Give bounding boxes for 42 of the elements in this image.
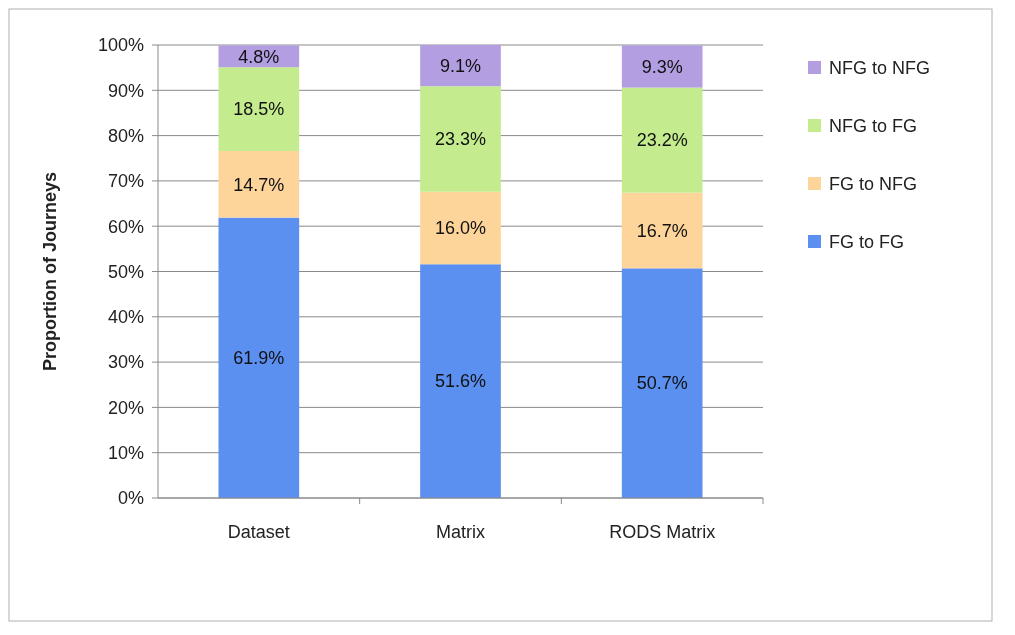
y-tick-label: 60% (107, 216, 144, 237)
legend-label: FG to FG (829, 232, 905, 253)
legend-label: NFG to FG (829, 116, 918, 137)
y-axis-title: Proportion of Journeys (40, 171, 60, 372)
bar (621, 45, 703, 88)
bar (420, 86, 501, 192)
y-tick-label: 10% (107, 443, 144, 463)
data-label: 9.1% (439, 55, 482, 76)
data-label: 9.3% (641, 56, 683, 77)
y-tick-label: 80% (107, 125, 144, 146)
bar (218, 217, 300, 498)
y-tick-label: 30% (107, 352, 144, 373)
x-tick-label: Dataset (227, 522, 290, 542)
data-label: 50.7% (636, 373, 688, 394)
data-label: 23.2% (636, 130, 688, 151)
bar (420, 264, 501, 498)
bar (621, 87, 703, 193)
y-tick-label: 0% (117, 488, 144, 509)
bar (420, 45, 501, 87)
data-label: 16.0% (434, 218, 487, 239)
bar (218, 67, 300, 151)
y-tick-label: 70% (107, 171, 144, 192)
data-label: 61.9% (233, 348, 285, 369)
bar (621, 192, 703, 269)
data-label: 18.5% (233, 99, 285, 120)
data-label: 51.6% (434, 371, 487, 392)
legend-label: FG to NFG (829, 174, 918, 195)
bar (420, 191, 501, 265)
x-tick-label: RODS Matrix (609, 522, 716, 542)
bar (218, 151, 300, 218)
y-tick-label: 20% (107, 397, 144, 418)
legend-label: NFG to NFG (829, 58, 931, 79)
y-tick-label: 50% (107, 261, 144, 282)
data-label: 4.8% (238, 46, 280, 67)
data-label: 23.3% (434, 129, 487, 150)
y-tick-label: 90% (107, 80, 144, 101)
x-tick-label: Matrix (436, 522, 485, 542)
y-tick-label: 100% (97, 35, 144, 56)
data-label: 16.7% (636, 220, 688, 241)
y-tick-label: 40% (107, 307, 144, 328)
bar (621, 268, 703, 498)
data-label: 14.7% (233, 174, 285, 195)
